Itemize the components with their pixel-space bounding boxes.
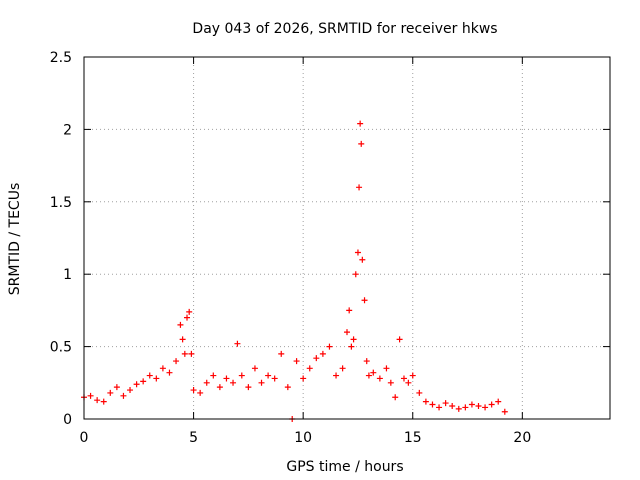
- data-point: [361, 297, 368, 304]
- data-point: [365, 372, 372, 379]
- data-point: [186, 308, 193, 315]
- data-point: [350, 336, 357, 343]
- ticks: 0 0.5 1 1.5 2 2.5 0 5 10 15 20: [50, 50, 610, 446]
- data-points: [81, 120, 508, 422]
- data-point: [363, 358, 370, 365]
- data-point: [370, 369, 377, 376]
- data-point: [326, 343, 333, 350]
- data-point: [271, 375, 278, 382]
- data-point: [197, 389, 204, 396]
- data-point: [140, 378, 147, 385]
- data-point: [392, 394, 399, 401]
- data-point: [356, 184, 363, 191]
- grid: [84, 57, 610, 419]
- data-point: [422, 398, 429, 405]
- data-point: [359, 256, 366, 263]
- data-point: [319, 350, 326, 357]
- data-point: [146, 372, 153, 379]
- data-point: [383, 365, 390, 372]
- data-point: [429, 401, 436, 408]
- data-point: [223, 375, 230, 382]
- data-point: [166, 369, 173, 376]
- data-point: [358, 140, 365, 147]
- data-point: [113, 384, 120, 391]
- data-point: [400, 375, 407, 382]
- data-point: [94, 397, 101, 404]
- data-point: [177, 321, 184, 328]
- data-point: [501, 408, 508, 415]
- data-point: [238, 372, 245, 379]
- data-point: [184, 314, 191, 321]
- plot-frame: [83, 56, 611, 420]
- data-point: [210, 372, 217, 379]
- data-point: [352, 271, 359, 278]
- data-point: [107, 389, 114, 396]
- data-point: [234, 340, 241, 347]
- data-point: [405, 379, 412, 386]
- data-point: [387, 379, 394, 386]
- data-point: [278, 350, 285, 357]
- data-point: [120, 392, 127, 399]
- x-tick-label: 5: [189, 430, 198, 446]
- data-point: [188, 350, 195, 357]
- data-point: [87, 392, 94, 399]
- data-point: [344, 329, 350, 336]
- data-point: [230, 379, 237, 386]
- data-point: [436, 404, 443, 411]
- x-tick-label: 15: [404, 430, 422, 446]
- data-point: [173, 358, 180, 365]
- data-point: [462, 404, 469, 411]
- data-point: [216, 384, 223, 391]
- data-point: [442, 400, 449, 407]
- data-point: [300, 375, 307, 382]
- data-point: [153, 375, 160, 382]
- data-point: [245, 384, 252, 391]
- y-axis-label: SRMTID / TECUs: [7, 183, 23, 296]
- data-point: [203, 379, 210, 386]
- data-point: [455, 405, 462, 412]
- data-point: [293, 358, 300, 365]
- data-point: [306, 365, 313, 372]
- data-point: [488, 401, 495, 408]
- data-point: [258, 379, 265, 386]
- data-point: [313, 355, 320, 362]
- x-tick-label: 20: [513, 430, 531, 446]
- data-point: [333, 372, 340, 379]
- data-point: [348, 343, 355, 350]
- y-tick-label: 2: [63, 122, 72, 138]
- data-point: [190, 387, 197, 394]
- data-point: [339, 365, 346, 372]
- data-point: [409, 372, 416, 379]
- x-tick-label: 0: [80, 430, 89, 446]
- data-point: [100, 398, 107, 405]
- data-point: [251, 365, 258, 372]
- data-point: [159, 365, 166, 372]
- data-point: [284, 384, 291, 391]
- data-point: [346, 307, 353, 314]
- y-tick-label: 0: [63, 412, 72, 428]
- data-point: [475, 402, 482, 409]
- y-tick-label: 2.5: [50, 50, 72, 66]
- data-point: [357, 120, 364, 127]
- data-point: [179, 336, 186, 343]
- data-point: [449, 402, 456, 409]
- data-point: [127, 387, 134, 394]
- data-point: [396, 336, 403, 343]
- data-point: [482, 404, 489, 411]
- data-point: [495, 398, 502, 405]
- data-point: [181, 350, 188, 357]
- y-tick-label: 0.5: [50, 340, 72, 356]
- chart-title: Day 043 of 2026, SRMTID for receiver hkw…: [192, 21, 497, 37]
- data-point: [265, 372, 272, 379]
- data-point: [133, 381, 140, 388]
- x-tick-label: 10: [294, 430, 312, 446]
- x-axis-label: GPS time / hours: [286, 459, 403, 475]
- data-point: [376, 375, 383, 382]
- y-tick-label: 1: [63, 267, 72, 283]
- data-point: [354, 249, 361, 256]
- y-tick-label: 1.5: [50, 195, 72, 211]
- data-point: [468, 401, 475, 408]
- data-point: [416, 389, 423, 396]
